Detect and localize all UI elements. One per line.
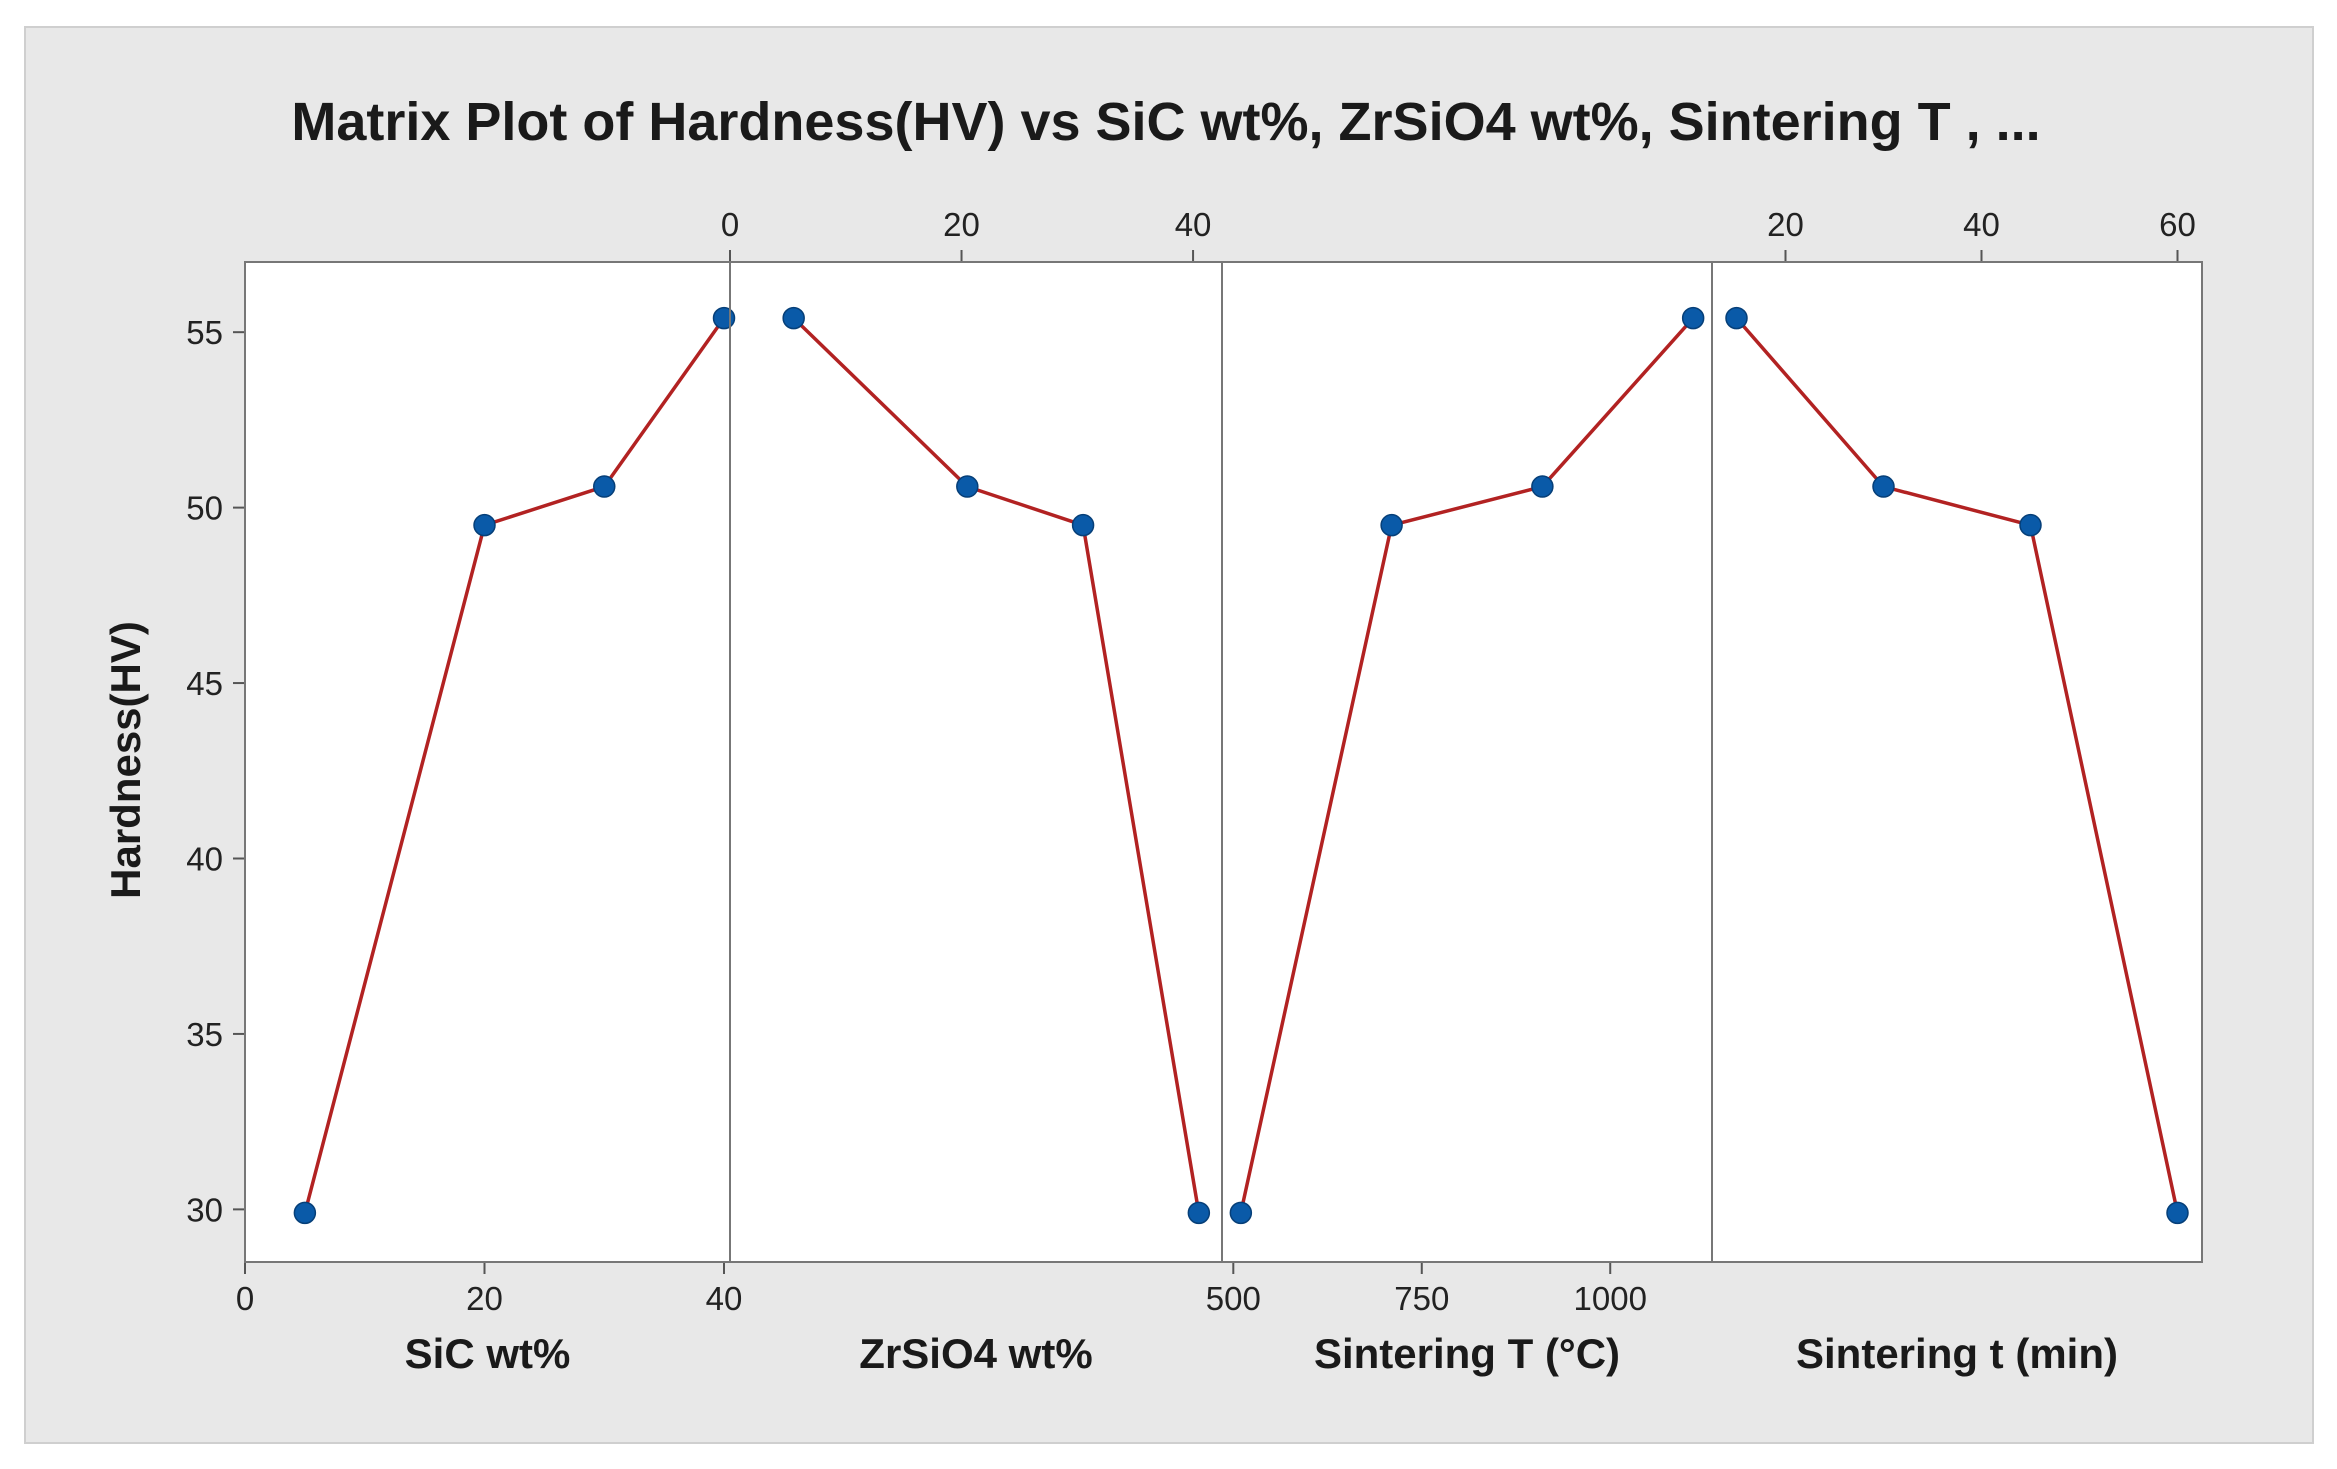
y-tick-label: 30: [186, 1191, 223, 1228]
data-point: [782, 306, 805, 330]
data-point: [712, 306, 736, 330]
x-tick-label: 0: [721, 206, 739, 243]
x-axis-label: ZrSiO4 wt%: [859, 1330, 1092, 1377]
x-tick-label: 750: [1394, 1280, 1449, 1317]
x-tick-label: 40: [706, 1280, 743, 1317]
panel-3: 500 750 1000 Sintering T (°C): [1206, 262, 1705, 1377]
data-point: [956, 475, 979, 498]
chart-title: Matrix Plot of Hardness(HV) vs SiC wt%, …: [291, 92, 2040, 152]
data-point: [293, 1201, 317, 1225]
plot-frame: [244, 261, 2203, 1263]
x-tick-label: 0: [236, 1280, 254, 1317]
y-tick-label: 45: [186, 665, 223, 702]
data-point: [2166, 1201, 2189, 1225]
x-tick-label: 500: [1206, 1280, 1261, 1317]
data-point: [1380, 513, 1403, 537]
series-line: [303, 317, 726, 1214]
data-point: [593, 475, 616, 498]
y-tick-label: 55: [186, 314, 223, 351]
data-point: [1725, 306, 1748, 330]
series-line: [1239, 316, 1695, 1214]
data-point: [1872, 475, 1895, 498]
x-tick-label: 1000: [1574, 1280, 1647, 1317]
y-axis-label: Hardness(HV): [102, 621, 149, 899]
x-tick-label: 20: [1767, 206, 1804, 243]
x-axis-label: Sintering t (min): [1796, 1330, 2118, 1377]
panel-4: 20 40 60 Sintering t (min): [1711, 206, 2196, 1377]
x-tick-label: 40: [1175, 206, 1212, 243]
plot-area: 30 35 40 45 50 55 0 20 40 SiC wt% 0 20 40 ZrSiO4 wt% 5…: [186, 206, 2203, 1377]
series-line: [792, 316, 1201, 1214]
data-point: [1229, 1201, 1253, 1225]
data-point: [1531, 475, 1554, 498]
data-point: [2019, 513, 2042, 537]
data-point: [473, 513, 496, 537]
data-point: [1071, 513, 1095, 537]
x-tick-label: 20: [466, 1280, 503, 1317]
x-tick-label: 20: [943, 206, 980, 243]
x-axis-label: Sintering T (°C): [1314, 1330, 1620, 1377]
plot-background: [245, 262, 2202, 1262]
x-axis-label: SiC wt%: [405, 1330, 571, 1377]
y-tick-label: 40: [186, 840, 223, 877]
data-point: [1187, 1201, 1211, 1225]
panel-1: 0 20 40 SiC wt%: [236, 306, 743, 1377]
data-point: [1681, 306, 1705, 330]
series-line: [1735, 316, 2180, 1214]
x-tick-label: 40: [1963, 206, 2000, 243]
panel-2: 0 20 40 ZrSiO4 wt%: [721, 206, 1212, 1377]
x-tick-label: 60: [2159, 206, 2196, 243]
y-tick-label: 35: [186, 1016, 223, 1053]
y-tick-label: 50: [186, 490, 223, 527]
